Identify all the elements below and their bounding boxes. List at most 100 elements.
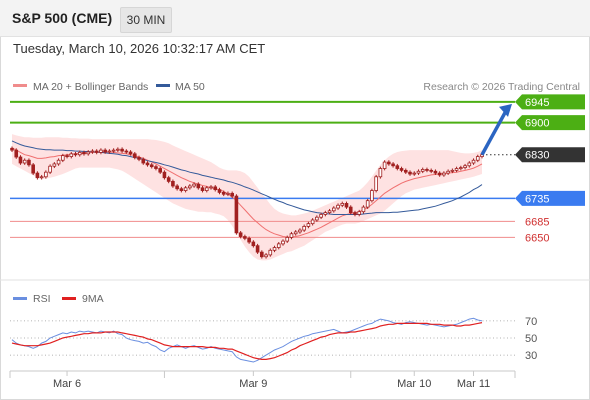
candle xyxy=(463,163,467,170)
candle-body xyxy=(403,169,408,173)
candle-body xyxy=(209,186,213,189)
legend-label-rsi: RSI xyxy=(33,293,51,305)
candle-body xyxy=(196,183,201,189)
candle xyxy=(48,164,52,175)
candle-body xyxy=(247,237,251,243)
timeframe-button[interactable]: 30 MIN xyxy=(120,7,172,33)
candle xyxy=(192,182,196,188)
candle xyxy=(22,158,27,165)
candle xyxy=(251,240,256,248)
candle xyxy=(374,174,378,193)
candle-body xyxy=(141,158,146,164)
candle xyxy=(209,185,213,190)
candle xyxy=(289,231,294,240)
candle-body xyxy=(238,232,243,237)
candle xyxy=(315,215,319,222)
candle-body xyxy=(429,169,433,172)
candle-body xyxy=(77,152,82,156)
candle-body xyxy=(433,170,438,174)
candle xyxy=(10,146,14,152)
candle-body xyxy=(442,172,446,176)
candle xyxy=(238,231,243,239)
candle-body xyxy=(86,151,91,155)
legend-swatch-ma20 xyxy=(13,84,27,87)
candle xyxy=(204,185,209,193)
candle xyxy=(35,171,40,180)
candle xyxy=(281,239,285,246)
candle xyxy=(90,149,95,154)
candle xyxy=(471,158,476,165)
candle-body xyxy=(82,152,86,155)
candle xyxy=(361,205,366,214)
candle-body xyxy=(69,153,74,157)
candle-body xyxy=(420,169,425,172)
candle xyxy=(378,166,383,179)
legend-swatch-ma50 xyxy=(156,84,170,87)
candle xyxy=(243,234,247,241)
candle-body xyxy=(327,210,332,214)
candle-body xyxy=(365,200,370,208)
rsi-tick-70: 70 xyxy=(525,316,537,328)
candle xyxy=(437,171,442,177)
candle-body xyxy=(145,162,150,166)
candle-body xyxy=(463,165,467,168)
candle-body xyxy=(260,251,264,258)
level-label-6945: 6945 xyxy=(525,97,549,109)
candle xyxy=(217,187,222,195)
candle xyxy=(141,157,146,165)
candle-body xyxy=(171,180,175,187)
candle xyxy=(94,149,99,155)
candle xyxy=(124,149,129,154)
candle-body xyxy=(188,185,192,189)
rsi-tick-30: 30 xyxy=(525,350,537,362)
timestamp: Tuesday, March 10, 2026 10:32:17 AM CET xyxy=(13,41,266,56)
candle xyxy=(145,161,150,167)
candle-body xyxy=(234,195,239,234)
legend-label-ma50: MA 50 xyxy=(175,81,205,93)
ma20-line xyxy=(11,147,483,238)
candle-body xyxy=(18,156,23,164)
candle xyxy=(230,191,234,198)
candle-body xyxy=(52,163,57,167)
candle-body xyxy=(306,223,311,227)
candle-body xyxy=(183,187,188,191)
candle xyxy=(370,188,374,203)
candle-body xyxy=(467,162,472,167)
level-tag-6945 xyxy=(515,94,585,110)
candle xyxy=(260,250,264,259)
candle-body xyxy=(374,176,378,191)
candle xyxy=(234,194,239,235)
legend-label-ma20: MA 20 + Bollinger Bands xyxy=(33,81,148,93)
candle-body xyxy=(132,153,137,158)
candle xyxy=(200,185,205,193)
candle xyxy=(353,210,357,217)
candle-body xyxy=(276,243,281,248)
candle-body xyxy=(315,216,319,221)
candle-body xyxy=(255,245,260,253)
candle-body xyxy=(31,164,35,174)
candle xyxy=(365,198,370,209)
candle xyxy=(86,150,91,156)
bollinger-band-area xyxy=(12,134,482,261)
candle-body xyxy=(213,186,218,191)
candle-body xyxy=(14,149,19,158)
candle xyxy=(52,162,57,169)
candle xyxy=(268,248,273,257)
candle-body xyxy=(361,206,366,213)
x-tick-label: Mar 11 xyxy=(457,378,490,390)
level-label-6650: 6650 xyxy=(525,232,549,244)
candle-body xyxy=(344,203,349,208)
rsi-tick-50: 50 xyxy=(525,333,537,345)
candle-body xyxy=(348,206,353,214)
candle-body xyxy=(56,159,61,165)
candle xyxy=(420,167,425,174)
candle xyxy=(82,150,86,156)
instrument-title: S&P 500 (CME) xyxy=(12,10,113,26)
candle-body xyxy=(382,161,387,169)
candle-body xyxy=(90,150,95,153)
candle-body xyxy=(166,177,171,182)
forecast-arrow-shaft xyxy=(480,110,508,156)
candle-body xyxy=(226,192,230,195)
candle xyxy=(429,168,433,174)
